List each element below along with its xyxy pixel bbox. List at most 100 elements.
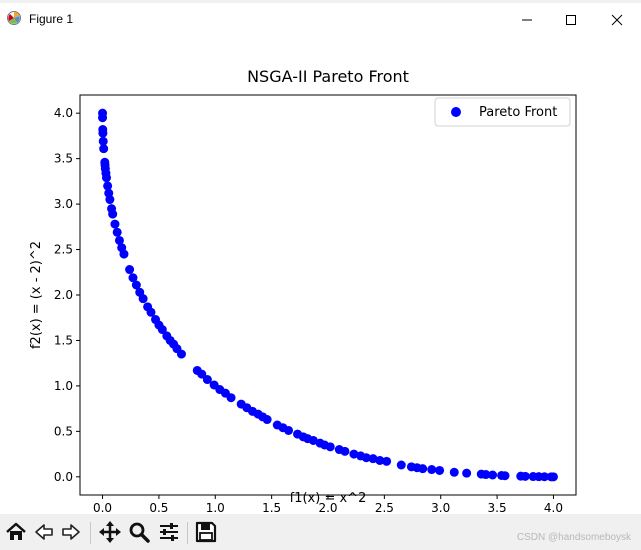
x-tick-label: 3.0 <box>431 501 450 514</box>
x-tick-label: 3.5 <box>488 501 507 514</box>
data-point <box>325 442 335 452</box>
data-point <box>125 265 135 275</box>
minimize-icon <box>522 19 532 21</box>
minimize-button[interactable] <box>504 6 550 34</box>
maximize-button[interactable] <box>548 6 594 34</box>
data-point <box>262 415 272 425</box>
forward-icon <box>62 524 80 540</box>
legend-box <box>434 97 571 127</box>
legend: Pareto Front <box>434 97 571 127</box>
data-point <box>539 472 549 482</box>
data-point <box>110 219 120 229</box>
y-axis-label: f2(x) = (x - 2)^2 <box>29 241 44 349</box>
data-point <box>105 195 115 205</box>
home-button[interactable] <box>4 520 28 544</box>
data-point <box>101 173 111 183</box>
x-axis-label: f1(x) = x^2 <box>290 491 367 506</box>
y-axis-ticks: 0.0 0.5 1.0 1.5 2.0 2.5 3.0 3.5 4.0 <box>54 106 80 484</box>
y-tick-label: 1.5 <box>54 333 73 347</box>
home-icon <box>6 522 26 540</box>
data-point <box>308 435 318 445</box>
data-point <box>361 453 371 463</box>
data-point <box>284 425 294 435</box>
data-points <box>98 108 558 482</box>
data-point <box>418 464 428 474</box>
legend-marker <box>451 107 461 117</box>
figure-canvas: NSGA-II Pareto Front 0.0 0.5 1.0 1.5 2.0 2.5 3… <box>0 34 641 515</box>
data-point <box>103 181 113 191</box>
x-tick-label: 0.0 <box>93 501 112 514</box>
data-point <box>349 449 359 459</box>
title-bar: Figure 1 <box>0 3 641 34</box>
y-tick-label: 0.5 <box>54 424 73 438</box>
data-point <box>375 455 385 465</box>
data-point <box>226 393 236 403</box>
data-point <box>520 471 530 481</box>
matplotlib-app-icon <box>6 10 22 26</box>
close-button[interactable] <box>594 6 640 34</box>
data-point <box>488 470 498 480</box>
data-point <box>481 470 491 480</box>
zoom-icon <box>129 522 150 543</box>
save-button[interactable] <box>194 520 218 544</box>
data-point <box>98 113 108 123</box>
y-tick-label: 0.0 <box>54 470 73 484</box>
data-point <box>548 472 558 482</box>
data-point <box>435 465 445 475</box>
data-point <box>427 465 437 475</box>
back-icon <box>35 524 53 540</box>
data-point <box>176 349 186 359</box>
toolbar-separator <box>187 522 188 544</box>
data-point <box>128 273 138 283</box>
x-axis-ticks: 0.0 0.5 1.0 1.5 2.0 2.5 3.0 3.5 4.0 <box>93 495 563 515</box>
data-point <box>157 325 167 335</box>
data-point <box>138 294 148 304</box>
x-tick-label: 1.0 <box>206 501 225 514</box>
pan-button[interactable] <box>98 520 122 544</box>
x-tick-label: 4.0 <box>544 501 563 514</box>
x-tick-label: 0.5 <box>149 501 168 514</box>
data-point <box>98 136 108 146</box>
data-point <box>396 460 406 470</box>
data-point <box>99 144 109 154</box>
configure-subplots-button[interactable] <box>157 520 181 544</box>
legend-entry: Pareto Front <box>479 105 557 120</box>
y-tick-label: 3.0 <box>54 197 73 211</box>
data-point <box>108 209 118 219</box>
y-tick-label: 3.5 <box>54 152 73 166</box>
data-point <box>449 467 459 477</box>
data-point <box>119 249 129 259</box>
y-tick-label: 4.0 <box>54 106 73 120</box>
configure-subplots-icon <box>160 523 178 541</box>
navigation-toolbar <box>0 514 641 550</box>
data-point <box>146 307 156 317</box>
save-icon <box>195 521 217 543</box>
y-tick-label: 1.0 <box>54 379 73 393</box>
y-tick-label: 2.0 <box>54 288 73 302</box>
back-button[interactable] <box>32 520 56 544</box>
data-point <box>382 456 392 466</box>
x-tick-label: 1.5 <box>262 501 281 514</box>
scatter-chart: NSGA-II Pareto Front 0.0 0.5 1.0 1.5 2.0 2.5 3… <box>29 67 577 515</box>
close-icon <box>611 14 623 26</box>
toolbar-separator <box>90 522 91 544</box>
y-tick-label: 2.5 <box>54 243 73 257</box>
window-title: Figure 1 <box>29 12 74 26</box>
data-point <box>202 375 212 385</box>
data-point <box>98 128 108 138</box>
forward-button[interactable] <box>59 520 83 544</box>
data-point <box>197 369 207 379</box>
pan-icon <box>99 521 121 543</box>
zoom-button[interactable] <box>127 520 151 544</box>
data-point <box>462 468 472 478</box>
window-top-edge <box>0 0 641 3</box>
x-tick-label: 2.0 <box>318 501 337 514</box>
data-point <box>131 280 141 290</box>
data-point <box>368 454 378 464</box>
data-point <box>114 235 124 245</box>
axes-frame <box>79 94 577 496</box>
data-point <box>112 227 122 237</box>
chart-title: NSGA-II Pareto Front <box>247 67 409 86</box>
watermark: CSDN @handsomeboysk <box>516 532 631 543</box>
data-point <box>500 471 510 481</box>
